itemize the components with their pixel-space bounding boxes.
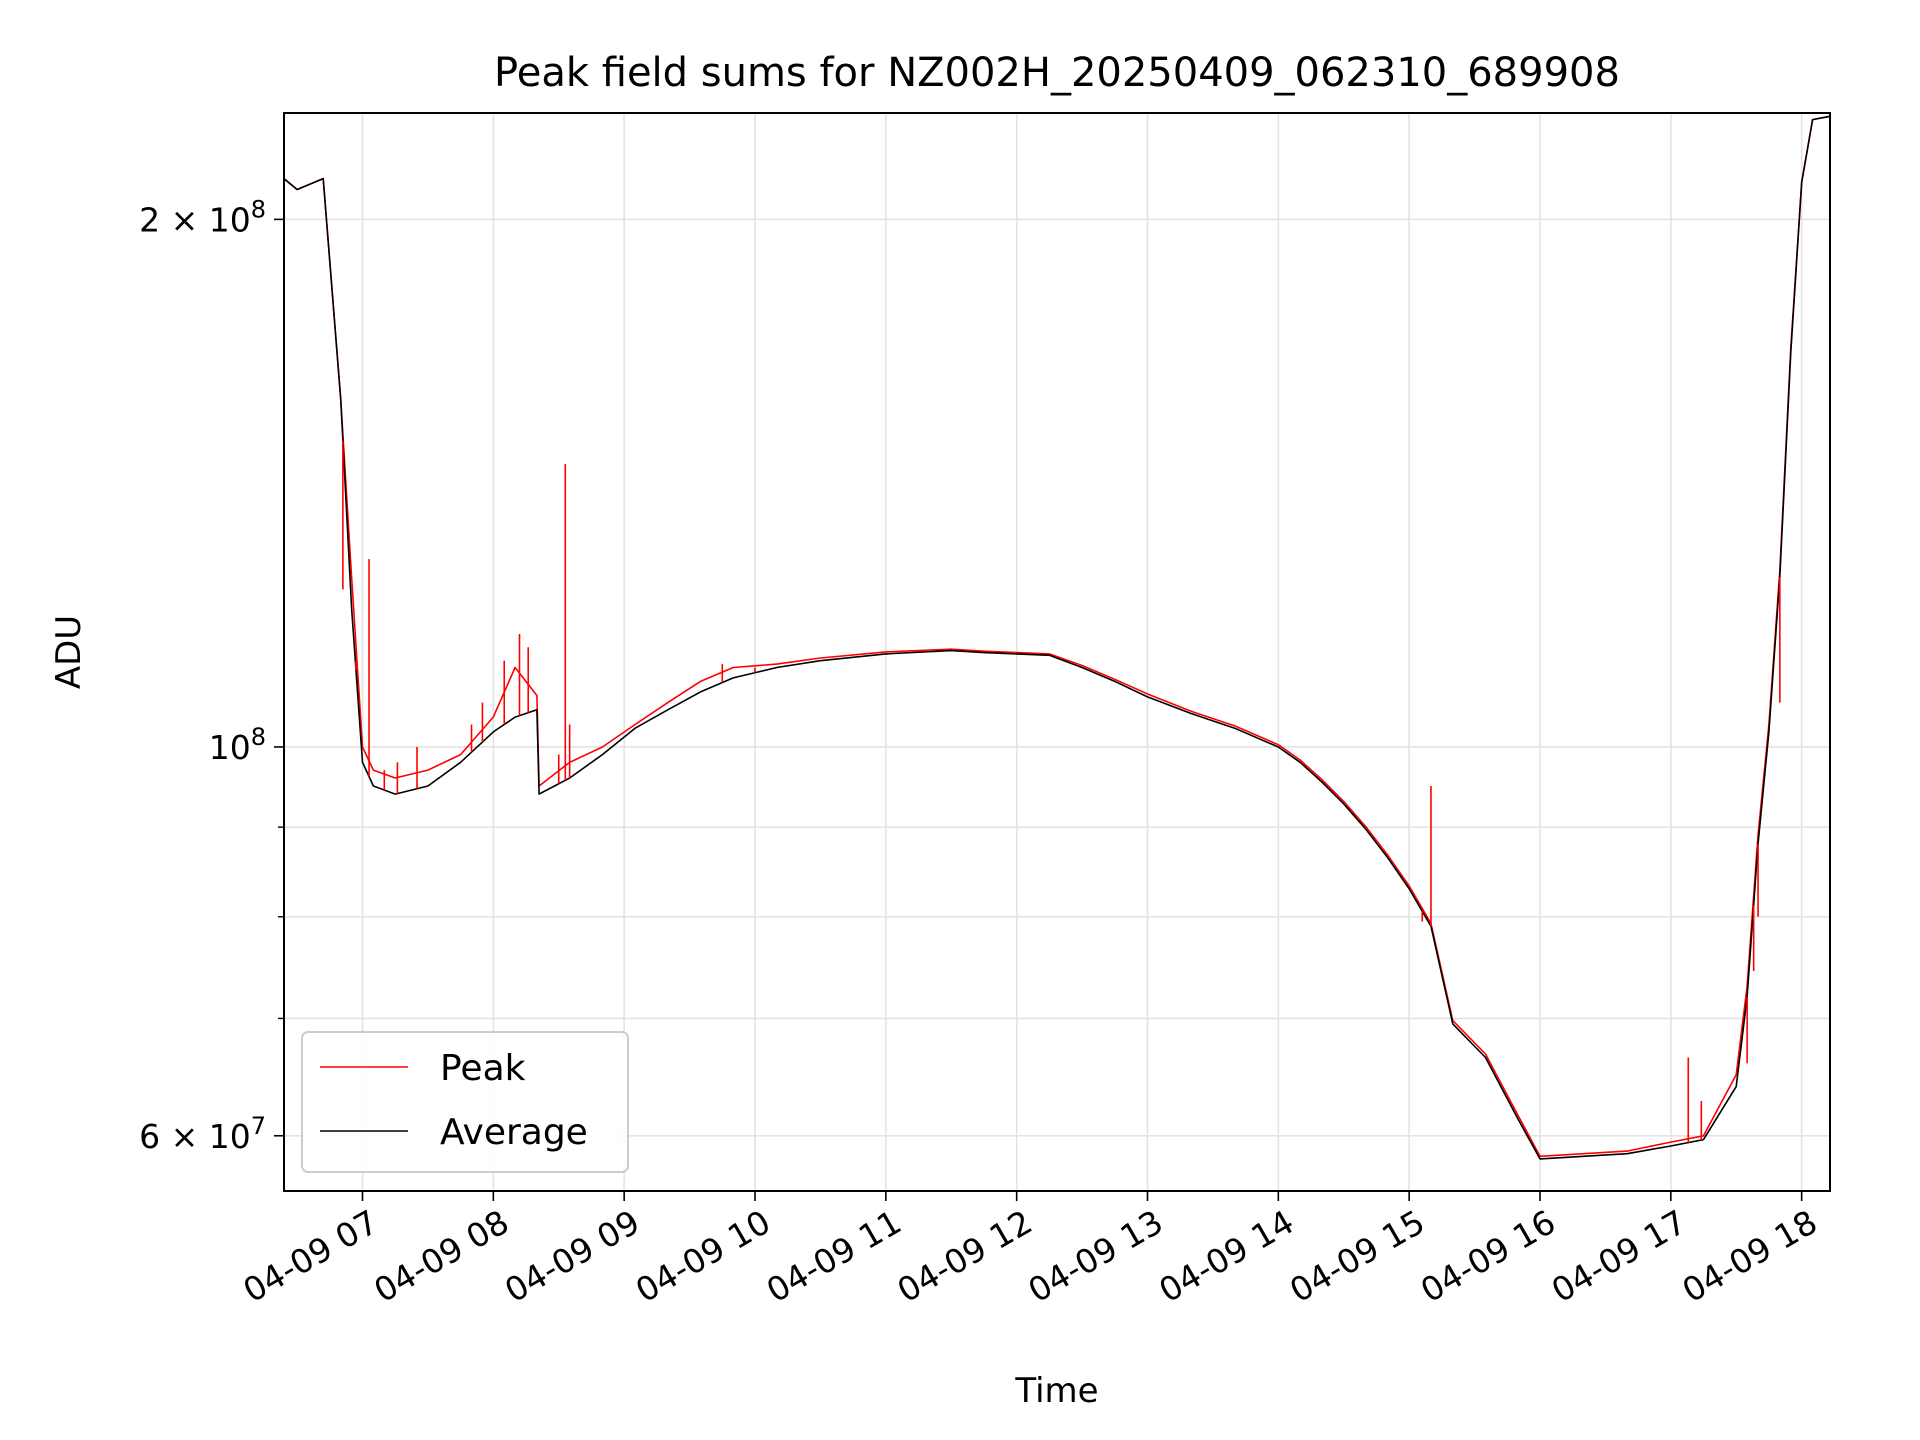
- grid-lines: [284, 113, 1830, 1191]
- series-lines: [283, 115, 1831, 1160]
- x-tick-label: 04-09 10: [629, 1202, 777, 1310]
- x-tick-label: 04-09 14: [1152, 1202, 1300, 1310]
- x-tick-label: 04-09 18: [1676, 1202, 1824, 1310]
- x-tick-label: 04-09 12: [891, 1202, 1039, 1310]
- plot-frame: [283, 112, 1831, 1192]
- x-tick-label: 04-09 08: [367, 1202, 515, 1310]
- y-tick-label: 2 × 108: [139, 195, 266, 239]
- x-tick-label: 04-09 11: [760, 1202, 908, 1310]
- y-tick-label: 6 × 107: [139, 1112, 266, 1156]
- series-line-average: [283, 115, 1831, 1160]
- x-axis-label: Time: [1014, 1371, 1098, 1411]
- x-tick-label: 04-09 09: [498, 1202, 646, 1310]
- y-tick-label: 108: [209, 723, 266, 767]
- x-tick-label: 04-09 07: [237, 1202, 385, 1310]
- x-tick-label: 04-09 17: [1545, 1202, 1693, 1310]
- x-tick-label: 04-09 15: [1283, 1202, 1431, 1310]
- legend-average-label: Average: [440, 1112, 588, 1153]
- series-line-peak: [283, 115, 1831, 1158]
- chart-title: Peak field sums for NZ002H_20250409_0623…: [494, 50, 1620, 96]
- legend-peak-label: Peak: [440, 1048, 526, 1089]
- x-tick-label: 04-09 13: [1021, 1202, 1169, 1310]
- x-tick-label: 04-09 16: [1414, 1202, 1562, 1310]
- y-axis-label: ADU: [49, 615, 89, 689]
- legend: Peak Average: [301, 1031, 629, 1173]
